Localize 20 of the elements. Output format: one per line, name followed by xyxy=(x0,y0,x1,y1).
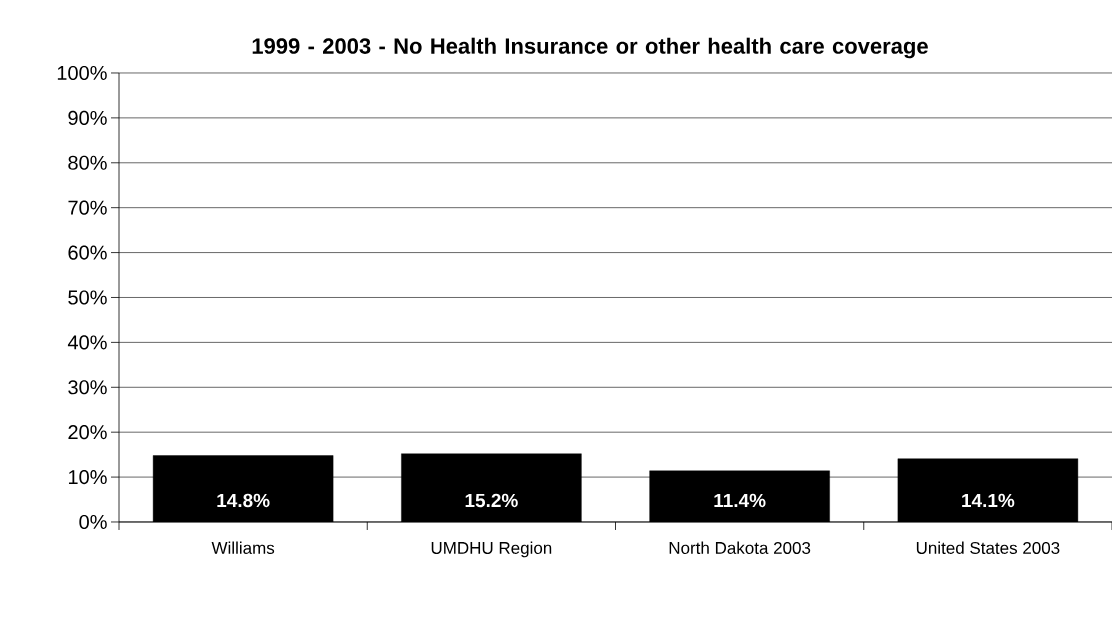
y-tick-label: 40% xyxy=(67,335,107,350)
y-tick-label: 70% xyxy=(68,200,107,215)
y-tick-label: 30% xyxy=(68,380,107,395)
y-tick-label: 10% xyxy=(68,470,107,485)
y-tick-label: 50% xyxy=(68,290,107,305)
data-label: 14.1% xyxy=(962,493,1015,508)
data-label: 14.8% xyxy=(217,493,270,508)
x-tick-label: Williams xyxy=(211,541,275,554)
x-tick-label: UMDHU Region xyxy=(431,541,552,558)
y-tick-label: 90% xyxy=(68,110,107,125)
y-tick-label: 0% xyxy=(79,514,107,530)
y-tick-label: 60% xyxy=(68,245,107,260)
x-tick-label: United States 2003 xyxy=(916,541,1060,554)
chart-title: 1999 - 2003 - No Health Insurance or other health care coverage xyxy=(252,37,928,59)
y-tick-label: 80% xyxy=(68,155,107,170)
y-tick-label: 20% xyxy=(68,425,107,440)
data-label: 11.4% xyxy=(714,493,766,508)
data-label: 15.2% xyxy=(465,493,518,508)
x-tick-label: North Dakota 2003 xyxy=(669,541,811,554)
y-tick-label: 100% xyxy=(57,65,107,81)
